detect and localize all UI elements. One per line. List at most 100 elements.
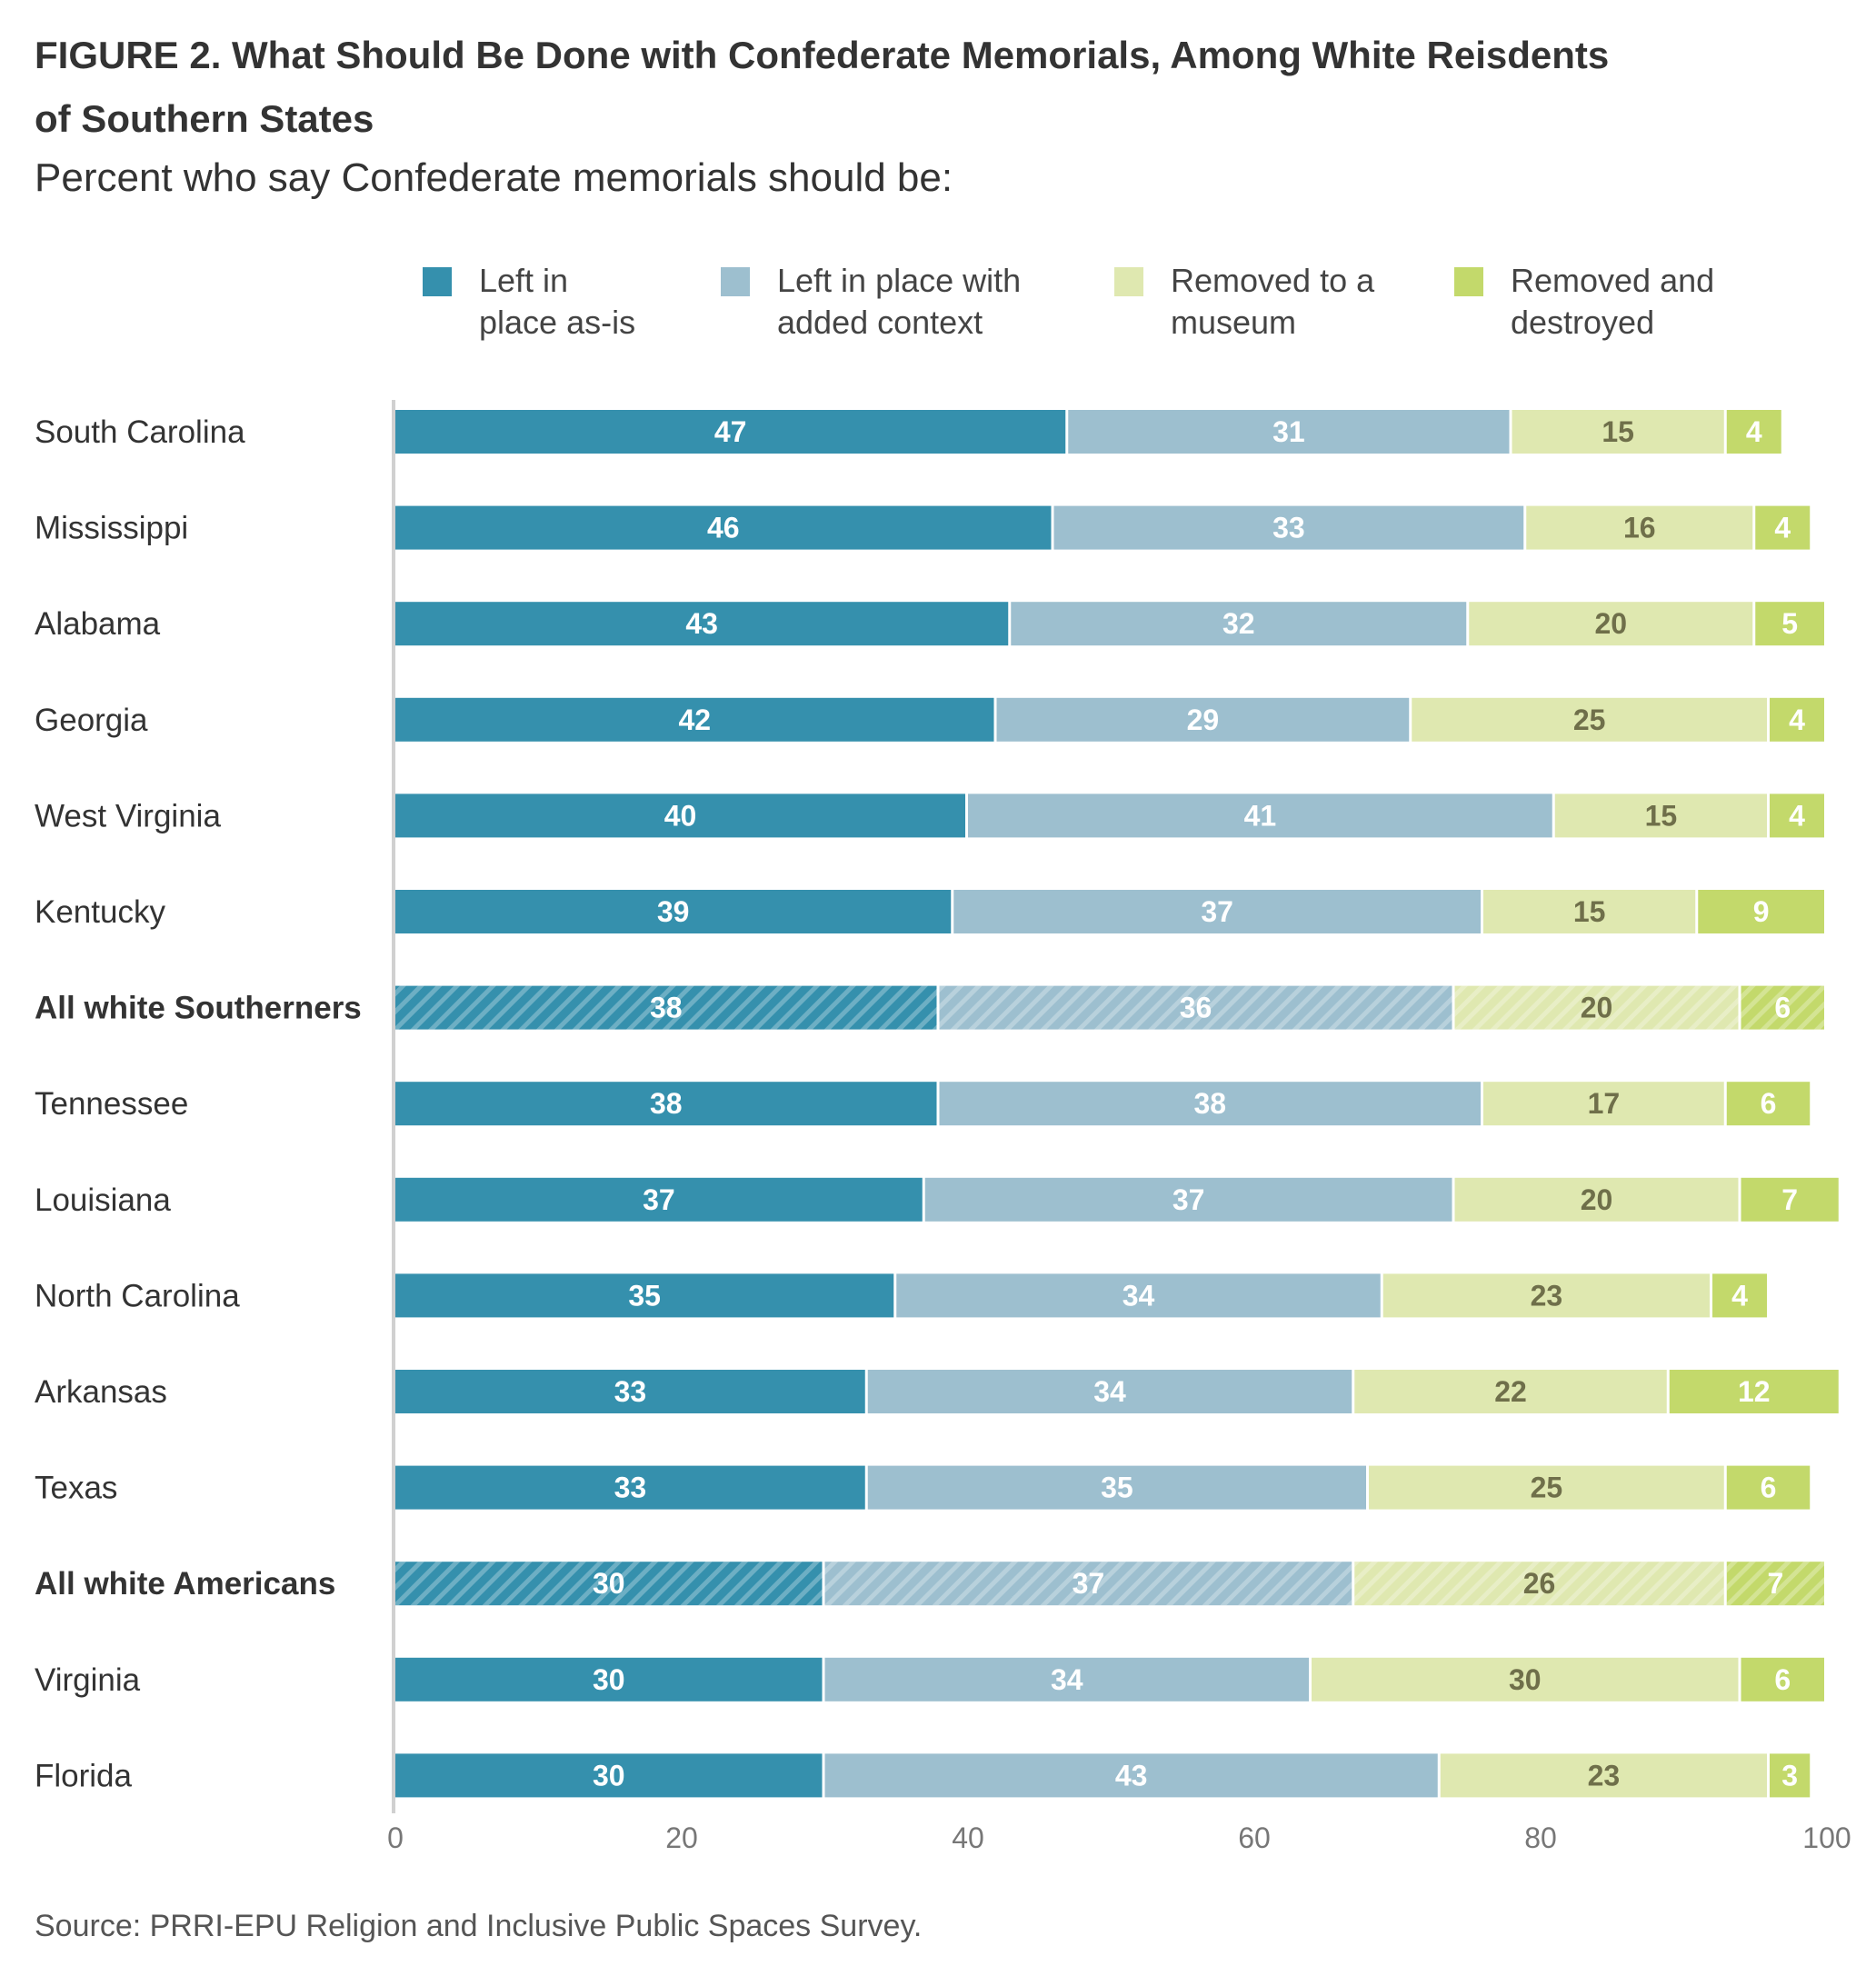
value-label-florida-museum: 23 (1588, 1759, 1621, 1791)
bar-florida-left-as-is (395, 1753, 823, 1798)
value-label-tennessee-museum: 17 (1588, 1087, 1621, 1120)
legend-item-destroyed: Removed and destroyed (1454, 260, 1714, 344)
bar-tennessee-left-as-is (395, 1082, 937, 1126)
bar-arkansas-destroyed (1669, 1370, 1839, 1413)
legend-label-museum: Removed to a museum (1171, 260, 1374, 344)
x-tick-label-80: 80 (1524, 1821, 1557, 1854)
value-label-south-carolina-museum: 15 (1602, 415, 1634, 448)
value-label-mississippi-destroyed: 4 (1774, 512, 1791, 544)
bar-texas-added-context (867, 1465, 1366, 1510)
bar-hatch-all-white-southerners-left-as-is (395, 985, 937, 1030)
legend-item-left-as-is: Left in place as-is (423, 260, 635, 344)
value-label-georgia-destroyed: 4 (1789, 704, 1805, 736)
bar-south-carolina-added-context (1068, 410, 1510, 454)
value-label-mississippi-museum: 16 (1623, 512, 1656, 544)
bar-arkansas-added-context (867, 1370, 1352, 1413)
bar-tennessee-museum (1483, 1082, 1724, 1126)
bar-texas-left-as-is (395, 1465, 865, 1510)
value-label-tennessee-left-as-is: 38 (650, 1087, 683, 1120)
bar-west-virginia-added-context (968, 793, 1552, 838)
value-label-tennessee-added-context: 38 (1193, 1087, 1226, 1120)
bar-louisiana-destroyed (1741, 1177, 1839, 1222)
x-tick-label-40: 40 (952, 1821, 984, 1854)
bar-tennessee-destroyed (1726, 1082, 1811, 1126)
chart-subtitle: Percent who say Confederate memorials sh… (35, 155, 953, 200)
source-note: Source: PRRI-EPU Religion and Inclusive … (35, 1909, 923, 1943)
bar-mississippi-museum (1526, 505, 1753, 550)
category-label-west-virginia: West Virginia (35, 798, 221, 833)
value-label-north-carolina-added-context: 34 (1123, 1279, 1155, 1312)
value-label-alabama-left-as-is: 43 (685, 607, 718, 640)
value-label-all-white-americans-added-context: 37 (1073, 1567, 1105, 1600)
bar-alabama-left-as-is (395, 602, 1009, 646)
value-label-georgia-left-as-is: 42 (678, 704, 711, 736)
bar-hatch-all-white-americans-added-context (824, 1562, 1352, 1606)
value-label-arkansas-left-as-is: 33 (614, 1375, 647, 1408)
category-label-georgia: Georgia (35, 703, 148, 738)
legend-swatch-added-context (721, 267, 750, 296)
value-label-texas-added-context: 35 (1101, 1472, 1133, 1504)
value-label-all-white-americans-destroyed: 7 (1767, 1567, 1783, 1600)
category-label-mississippi: Mississippi (35, 511, 188, 546)
legend-item-museum: Removed to a museum (1114, 260, 1374, 344)
value-label-west-virginia-museum: 15 (1645, 799, 1678, 832)
bar-virginia-left-as-is (395, 1657, 823, 1702)
value-label-virginia-left-as-is: 30 (593, 1663, 625, 1696)
bar-north-carolina-museum (1382, 1273, 1710, 1318)
value-label-louisiana-museum: 20 (1581, 1183, 1613, 1216)
value-label-arkansas-added-context: 34 (1093, 1375, 1126, 1408)
bar-florida-museum (1440, 1753, 1767, 1798)
value-label-kentucky-left-as-is: 39 (657, 895, 690, 928)
legend-label-museum-line1: Removed to a (1171, 262, 1375, 299)
bar-south-carolina-museum (1512, 410, 1724, 454)
bar-virginia-added-context (824, 1657, 1309, 1702)
bar-south-carolina-left-as-is (395, 410, 1066, 454)
bar-mississippi-destroyed (1755, 505, 1811, 550)
value-label-all-white-southerners-left-as-is: 38 (650, 992, 683, 1024)
legend-label-destroyed-line2: destroyed (1511, 304, 1655, 341)
bar-georgia-museum (1412, 697, 1767, 742)
value-label-arkansas-museum: 22 (1494, 1375, 1527, 1408)
value-label-all-white-southerners-destroyed: 6 (1774, 992, 1791, 1024)
category-label-south-carolina: South Carolina (35, 414, 245, 450)
bar-mississippi-left-as-is (395, 505, 1052, 550)
value-label-west-virginia-destroyed: 4 (1789, 799, 1805, 832)
value-label-north-carolina-left-as-is: 35 (628, 1279, 661, 1312)
bar-mississippi-added-context (1053, 505, 1524, 550)
bar-arkansas-museum (1354, 1370, 1667, 1413)
x-tick-label-100: 100 (1802, 1821, 1851, 1854)
bar-louisiana-museum (1454, 1177, 1739, 1222)
value-label-alabama-museum: 20 (1594, 607, 1627, 640)
value-label-kentucky-destroyed: 9 (1753, 895, 1770, 928)
bar-kentucky-destroyed (1698, 890, 1824, 933)
value-label-louisiana-destroyed: 7 (1781, 1183, 1798, 1216)
value-label-texas-museum: 25 (1531, 1472, 1563, 1504)
legend-swatch-left-as-is (423, 267, 452, 296)
value-label-kentucky-added-context: 37 (1201, 895, 1233, 928)
chart-title-line2: of Southern States (35, 97, 374, 140)
x-tick-label-20: 20 (665, 1821, 698, 1854)
category-label-tennessee: Tennessee (35, 1086, 188, 1122)
legend-label-destroyed-line1: Removed and (1511, 262, 1715, 299)
x-tick-label-60: 60 (1238, 1821, 1271, 1854)
bar-tennessee-added-context (939, 1082, 1481, 1126)
value-label-texas-left-as-is: 33 (614, 1472, 647, 1504)
chart-title-line1: FIGURE 2. What Should Be Done with Confe… (35, 34, 1610, 76)
category-label-virginia: Virginia (35, 1662, 141, 1698)
value-label-virginia-destroyed: 6 (1774, 1663, 1791, 1696)
legend-label-left-as-is-line2: place as-is (479, 304, 636, 341)
category-label-arkansas: Arkansas (35, 1374, 167, 1410)
bar-texas-destroyed (1726, 1465, 1811, 1510)
bar-virginia-museum (1312, 1657, 1739, 1702)
category-label-all-white-americans: All white Americans (35, 1566, 335, 1602)
bar-north-carolina-added-context (896, 1273, 1381, 1318)
legend-swatch-destroyed (1454, 267, 1483, 296)
value-label-mississippi-added-context: 33 (1272, 512, 1305, 544)
bar-hatch-all-white-southerners-destroyed (1741, 985, 1824, 1030)
value-label-all-white-southerners-museum: 20 (1581, 992, 1613, 1024)
value-label-louisiana-added-context: 37 (1172, 1183, 1205, 1216)
value-label-virginia-added-context: 34 (1051, 1663, 1083, 1696)
value-label-west-virginia-left-as-is: 40 (664, 799, 697, 832)
bar-north-carolina-left-as-is (395, 1273, 894, 1318)
